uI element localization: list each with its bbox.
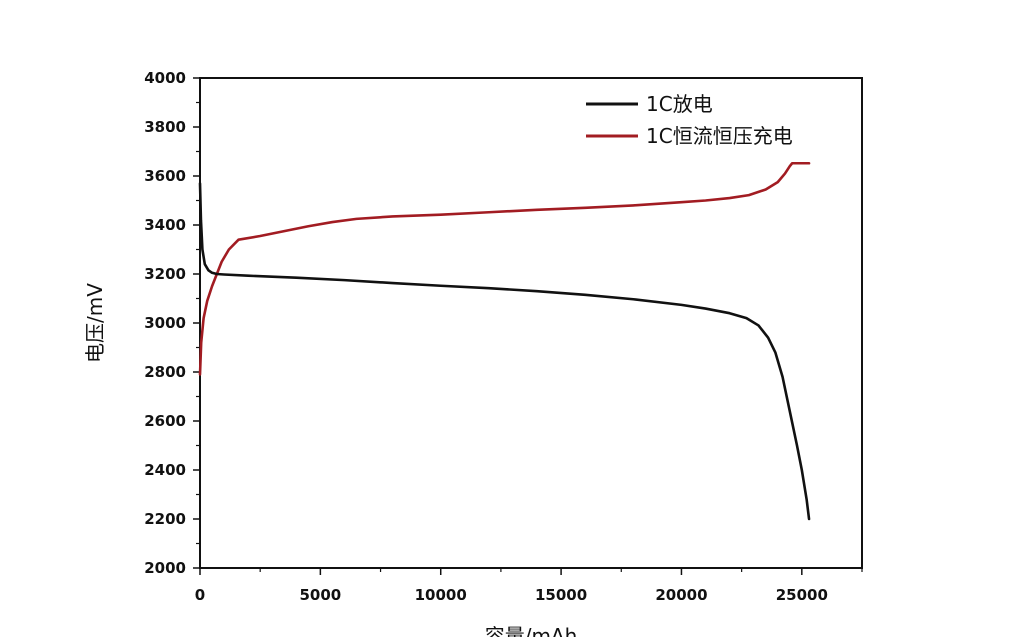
y-tick-label: 3400 — [144, 216, 186, 234]
x-tick-label: 15000 — [535, 586, 587, 604]
x-tick-label: 5000 — [299, 586, 341, 604]
y-tick-label: 2600 — [144, 412, 186, 430]
legend-label: 1C恒流恒压充电 — [646, 124, 793, 148]
x-axis-label: 容量/mAh — [485, 624, 578, 637]
x-tick-label: 25000 — [776, 586, 828, 604]
x-tick-label: 20000 — [655, 586, 707, 604]
x-tick-label: 10000 — [415, 586, 467, 604]
y-tick-label: 3200 — [144, 265, 186, 283]
y-tick-label: 2000 — [144, 559, 186, 577]
x-tick-label: 0 — [195, 586, 205, 604]
y-tick-label: 2400 — [144, 461, 186, 479]
y-tick-label: 3600 — [144, 167, 186, 185]
legend-label: 1C放电 — [646, 92, 713, 116]
y-tick-label: 3800 — [144, 118, 186, 136]
y-tick-label: 3000 — [144, 314, 186, 332]
y-tick-label: 2800 — [144, 363, 186, 381]
plot-frame — [199, 77, 863, 569]
y-axis-label: 电压/mV — [83, 283, 107, 363]
y-tick-label: 4000 — [144, 69, 186, 87]
y-tick-label: 2200 — [144, 510, 186, 528]
series-line — [198, 182, 811, 521]
series-line — [198, 161, 811, 376]
